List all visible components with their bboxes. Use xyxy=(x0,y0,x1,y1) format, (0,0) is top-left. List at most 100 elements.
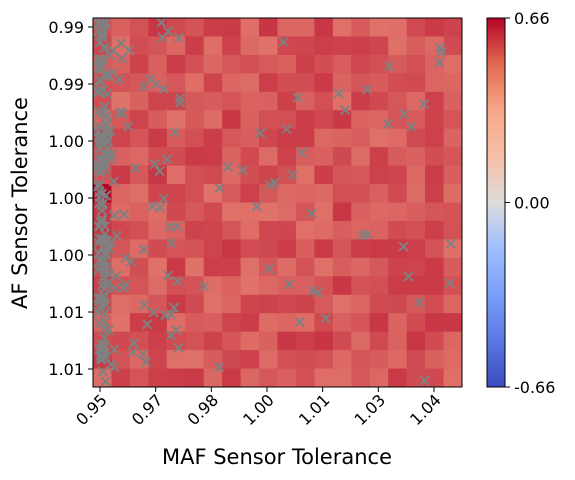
heatmap-cell xyxy=(185,276,205,296)
heatmap-cell xyxy=(277,54,297,74)
heatmap-cell xyxy=(443,147,463,167)
scatter-marker xyxy=(150,78,162,90)
heatmap-cell xyxy=(129,257,149,277)
heatmap-cell xyxy=(203,239,223,259)
scatter-marker xyxy=(95,62,107,73)
heatmap-cell xyxy=(443,18,463,37)
heatmap-cell xyxy=(203,257,223,277)
scatter-marker xyxy=(93,54,105,65)
heatmap-cell xyxy=(203,331,223,351)
heatmap-cell xyxy=(240,18,260,37)
heatmap-cell xyxy=(259,220,278,240)
heatmap-cell xyxy=(425,110,445,130)
scatter-marker xyxy=(413,297,425,308)
heatmap-cell xyxy=(222,220,242,240)
heatmap-cell xyxy=(406,331,426,351)
heatmap-cell xyxy=(295,184,315,203)
scatter-marker xyxy=(96,213,108,225)
scatter-marker xyxy=(213,361,225,373)
heatmap-cell xyxy=(203,54,223,74)
heatmap-cell xyxy=(277,165,297,185)
scatter-marker xyxy=(198,281,210,292)
heatmap-cell xyxy=(406,91,426,111)
heatmap-cell xyxy=(166,276,186,296)
heatmap-cell xyxy=(406,128,426,148)
heatmap-cell xyxy=(406,220,426,240)
heatmap-cell xyxy=(277,350,297,370)
scatter-marker xyxy=(95,216,107,227)
scatter-marker xyxy=(116,53,128,64)
heatmap-cell xyxy=(222,18,242,37)
heatmap-cell xyxy=(259,368,278,388)
heatmap-cell xyxy=(369,313,389,333)
scatter-marker xyxy=(99,308,110,320)
heatmap-cell xyxy=(222,54,242,74)
heatmap-cell xyxy=(332,220,352,240)
heatmap-cell xyxy=(351,184,371,203)
heatmap-cell xyxy=(222,184,242,203)
heatmap-cell xyxy=(222,276,242,296)
heatmap-cell xyxy=(111,36,131,56)
heatmap-cell xyxy=(351,110,371,130)
scatter-marker xyxy=(403,271,414,282)
heatmap-cell xyxy=(295,91,315,111)
heatmap-cell xyxy=(443,184,463,203)
heatmap-cell xyxy=(129,331,149,351)
heatmap-cell xyxy=(277,18,297,37)
scatter-marker xyxy=(158,193,169,204)
colorbar-tick-label: -0.66 xyxy=(514,378,555,397)
heatmap-cell xyxy=(185,147,205,167)
heatmap-cell xyxy=(277,220,297,240)
heatmap-cell xyxy=(166,184,186,203)
heatmap-cell xyxy=(240,54,260,74)
scatter-marker xyxy=(255,127,266,139)
heatmap-cell xyxy=(240,331,260,351)
scatter-marker xyxy=(147,201,158,212)
heatmap-cell xyxy=(129,239,149,259)
heatmap-cell xyxy=(369,147,389,167)
heatmap-cell xyxy=(388,239,408,259)
heatmap-cell xyxy=(388,73,408,93)
scatter-marker xyxy=(382,118,394,130)
scatter-marker xyxy=(154,165,165,177)
scatter-marker xyxy=(127,346,139,358)
heatmap-cell xyxy=(351,239,371,259)
scatter-marker xyxy=(129,162,141,174)
heatmap-cell xyxy=(277,147,297,167)
scatter-marker xyxy=(156,17,167,28)
heatmap-cell xyxy=(443,110,463,130)
scatter-marker xyxy=(149,158,161,170)
heatmap-cell xyxy=(222,313,242,333)
scatter-marker xyxy=(362,229,373,240)
heatmap-cell xyxy=(443,36,463,56)
heatmap-cell xyxy=(295,73,315,93)
heatmap-cell xyxy=(277,313,297,333)
heatmap-cell xyxy=(166,368,186,388)
heatmap-cell xyxy=(425,276,445,296)
heatmap-cell xyxy=(222,36,242,56)
scatter-marker xyxy=(444,277,455,289)
heatmap-cell xyxy=(351,147,371,167)
heatmap-cell xyxy=(406,184,426,203)
heatmap-cell xyxy=(388,184,408,203)
heatmap-cell xyxy=(369,54,389,74)
heatmap-cell xyxy=(369,368,389,388)
heatmap-cell xyxy=(111,91,131,111)
heatmap-cell xyxy=(388,220,408,240)
heatmap-cell xyxy=(332,239,352,259)
scatter-marker xyxy=(99,332,110,344)
scatter-marker xyxy=(93,237,104,248)
heatmap-cell xyxy=(185,313,205,333)
scatter-marker xyxy=(287,169,298,181)
scatter-marker xyxy=(102,126,114,137)
heatmap-cell xyxy=(203,128,223,148)
heatmap-cell xyxy=(166,36,186,56)
heatmap-cell xyxy=(129,294,149,314)
heatmap-cell xyxy=(425,91,445,111)
x-axis-label: MAF Sensor Tolerance xyxy=(162,445,392,469)
scatter-marker xyxy=(165,309,177,320)
heatmap-cell xyxy=(351,350,371,370)
heatmap-cell xyxy=(406,239,426,259)
heatmap-cell xyxy=(277,91,297,111)
heatmap-cell xyxy=(406,147,426,167)
